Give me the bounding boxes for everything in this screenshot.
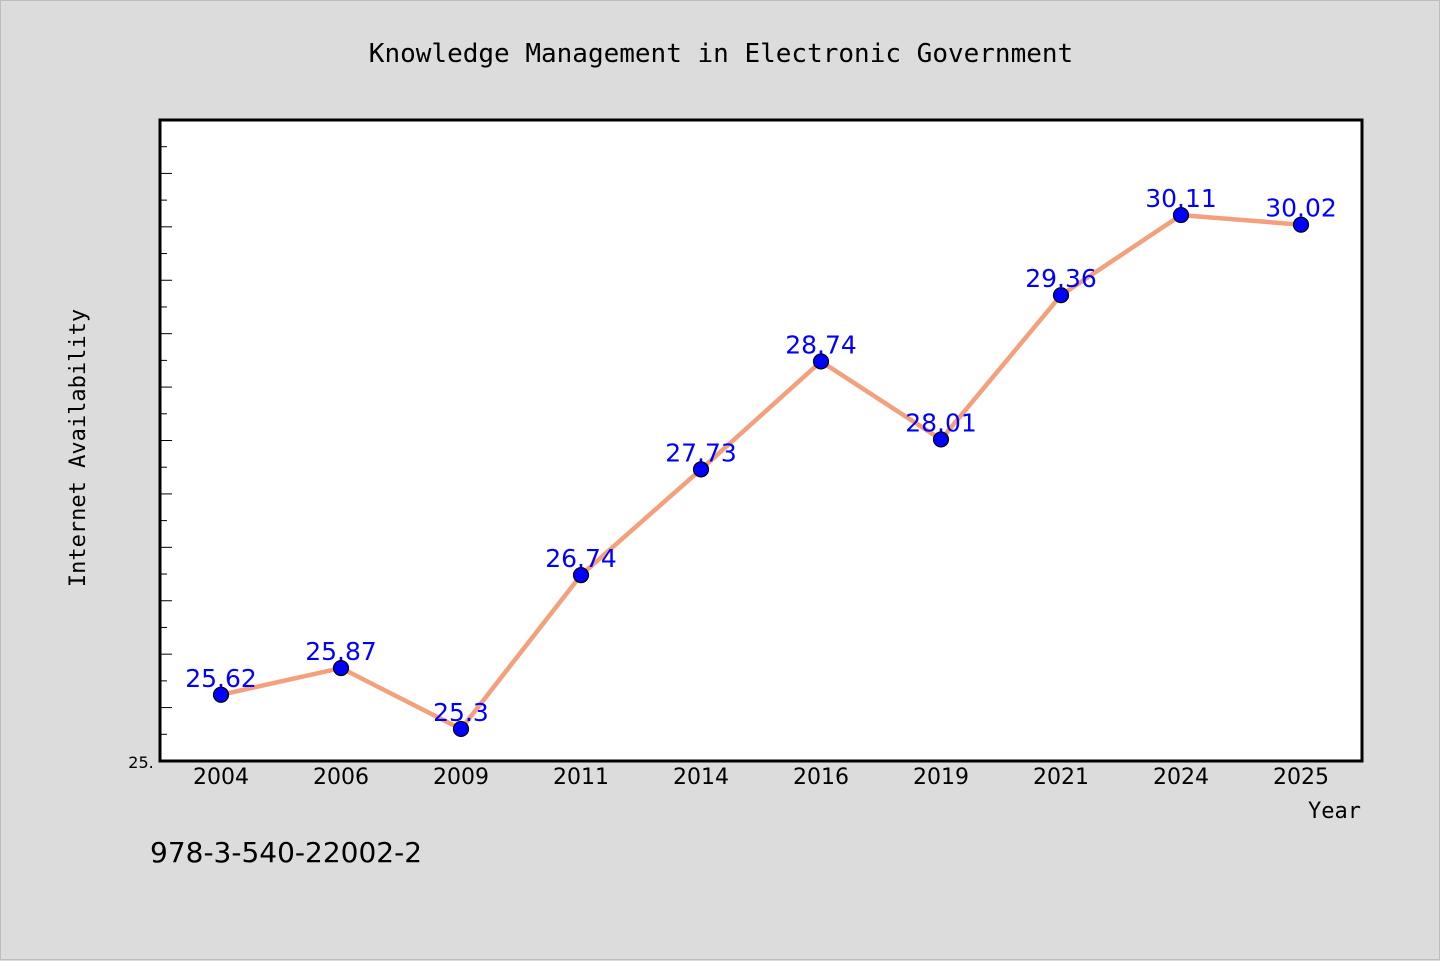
x-tick-label-2006: 2006: [313, 765, 369, 790]
data-label-2004: 25.62: [185, 664, 257, 693]
x-tick-label-2024: 2024: [1153, 765, 1209, 790]
data-label-2016: 28.74: [785, 330, 857, 359]
data-label-2014: 27.73: [665, 438, 737, 467]
data-points: [212, 206, 1310, 738]
data-label-2011: 26.74: [545, 544, 617, 573]
data-label-2025: 30.02: [1265, 194, 1337, 223]
data-point-2019: [932, 431, 950, 448]
data-point-2009: [452, 720, 470, 738]
data-label-2006: 25.87: [305, 637, 377, 666]
data-point-2006: [332, 659, 350, 677]
data-label-2019: 28.01: [905, 408, 977, 437]
data-labels: 25.62 25.87 25.3 26.74 27.73 28.74 28.01 29.36 3…: [185, 184, 1337, 727]
data-point-2016: [812, 353, 830, 370]
data-point-2004: [212, 686, 230, 703]
x-tick-label-2025: 2025: [1273, 765, 1329, 790]
data-point-2011: [572, 567, 590, 584]
x-tick-label-2016: 2016: [793, 765, 849, 790]
y-axis-tick-label: 25.: [128, 753, 153, 772]
x-tick-label-2019: 2019: [913, 765, 969, 790]
x-tick-label-2021: 2021: [1033, 765, 1089, 790]
series-line: [218, 212, 1304, 732]
chart-title: Knowledge Management in Electronic Gover…: [369, 39, 1073, 69]
x-tick-label-2014: 2014: [673, 765, 729, 790]
data-label-2021: 29.36: [1025, 264, 1097, 293]
y-axis-minor-ticks: [160, 119, 172, 762]
data-point-2025: [1292, 216, 1310, 233]
series-layer: [218, 212, 1304, 732]
x-axis-label: Year: [1308, 799, 1361, 824]
data-point-2021: [1052, 287, 1070, 304]
data-point-2024: [1172, 206, 1190, 224]
footer-identifier: 978-3-540-22002-2: [150, 836, 422, 869]
y-axis-label: Internet Availability: [66, 309, 91, 587]
x-axis-tick-labels: 2004 2006 2009 2011 2014 2016 2019 2021 2024 2025: [193, 765, 1329, 790]
x-tick-label-2011: 2011: [553, 765, 609, 790]
data-point-2014: [692, 461, 710, 478]
data-label-2009: 25.3: [433, 698, 489, 727]
x-tick-label-2004: 2004: [193, 765, 249, 790]
x-tick-label-2009: 2009: [433, 765, 489, 790]
data-label-2024: 30.11: [1145, 184, 1217, 213]
